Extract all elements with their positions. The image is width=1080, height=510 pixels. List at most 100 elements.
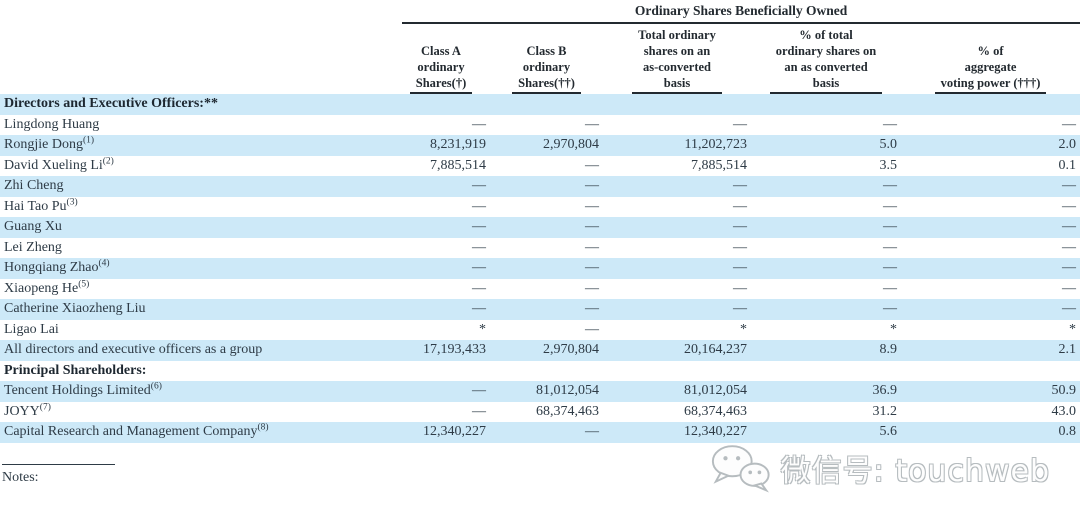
cell-value: * — [1069, 321, 1077, 337]
cell-value: — — [883, 178, 897, 193]
cell-value: — — [472, 219, 486, 234]
cell-value — [490, 361, 603, 382]
row-name: Zhi Cheng — [4, 178, 64, 193]
cell-value: — — [1062, 260, 1077, 275]
row-name: Ligao Lai — [4, 321, 59, 337]
footnote-superscript: (5) — [78, 278, 90, 289]
cell-value: * — [890, 321, 897, 337]
table-row: Capital Research and Management Company(… — [0, 422, 1080, 443]
row-name: Xiaopeng He(5) — [4, 278, 90, 296]
table-row: Guang Xu — — — — — — [0, 217, 1080, 238]
cell-value: — — [733, 280, 747, 296]
footnote-superscript: (4) — [98, 258, 110, 269]
table-row: Directors and Executive Officers:** — [0, 94, 1080, 115]
footnote-superscript: (2) — [102, 155, 114, 166]
cell-value: 2.1 — [1058, 342, 1077, 357]
row-name: Guang Xu — [4, 219, 62, 234]
cell-value: — — [1062, 301, 1077, 316]
cell-value — [603, 361, 751, 382]
span-header-title: Ordinary Shares Beneficially Owned — [402, 3, 1080, 24]
cell-value: — — [585, 116, 599, 132]
row-name: Catherine Xiaozheng Liu — [4, 301, 146, 316]
row-name: Principal Shareholders: — [4, 362, 147, 378]
cell-value: — — [585, 321, 599, 337]
table-row: Rongjie Dong(1) 8,231,919 2,970,804 11,202,… — [0, 135, 1080, 156]
cell-value: 11,202,723 — [684, 137, 747, 152]
table-row: All directors and executive officers as … — [0, 340, 1080, 361]
table-row: Hai Tao Pu(3) — — — — — — [0, 197, 1080, 218]
cell-value: 17,193,433 — [423, 342, 486, 357]
table-row: Ligao Lai * — * * * — [0, 320, 1080, 341]
column-header-row: Class A ordinary Shares(†) Class B ordin… — [0, 24, 1080, 94]
cell-value: — — [472, 178, 486, 193]
row-name: Lingdong Huang — [4, 116, 100, 132]
footnote-superscript: (8) — [257, 422, 269, 433]
cell-value: — — [472, 403, 486, 419]
column-header-label: % of total ordinary shares on an as conv… — [769, 27, 883, 94]
row-name: Tencent Holdings Limited(6) — [4, 381, 162, 398]
cell-value: — — [1062, 239, 1077, 255]
column-header-label: Class A ordinary Shares(†) — [409, 43, 473, 94]
notes-label: Notes: — [2, 470, 39, 485]
cell-value: — — [1062, 116, 1077, 132]
cell-value: 81,012,054 — [684, 383, 747, 398]
cell-value: — — [883, 239, 897, 255]
cell-value: 5.6 — [879, 424, 898, 439]
row-name: Rongjie Dong(1) — [4, 135, 95, 152]
cell-value — [490, 94, 603, 115]
cell-value: — — [733, 116, 747, 132]
cell-value: 20,164,237 — [684, 342, 747, 357]
cell-value: — — [733, 260, 747, 275]
cell-value: 81,012,054 — [536, 383, 599, 398]
footnote-superscript: (6) — [150, 381, 162, 392]
row-name: Lei Zheng — [4, 239, 62, 255]
empty-corner-cell — [0, 3, 392, 24]
column-header-label: Total ordinary shares on an as-converted… — [632, 27, 722, 94]
cell-value: — — [733, 239, 747, 255]
cell-value: — — [585, 198, 599, 214]
cell-value: — — [585, 178, 599, 193]
footnote-superscript: (7) — [39, 401, 51, 412]
table-body: Directors and Executive Officers:** Lingd… — [0, 94, 1080, 443]
cell-value: 43.0 — [1051, 403, 1077, 419]
cell-value: — — [883, 280, 897, 296]
table-row: Lei Zheng — — — — — — [0, 238, 1080, 259]
cell-value: 2.0 — [1058, 137, 1077, 152]
notes-divider — [2, 464, 115, 465]
cell-value: — — [472, 116, 486, 132]
table-row: Lingdong Huang — — — — — — [0, 115, 1080, 136]
cell-value: 7,885,514 — [691, 157, 747, 173]
column-header-voting-power: % of aggregate voting power (†††) — [901, 24, 1080, 94]
cell-value — [392, 94, 490, 115]
cell-value — [751, 361, 901, 382]
column-header-label: % of aggregate voting power (†††) — [934, 43, 1047, 94]
ownership-table: Ordinary Shares Beneficially Owned Class… — [0, 3, 1080, 443]
cell-value: 5.0 — [879, 137, 898, 152]
span-header-cell: Ordinary Shares Beneficially Owned — [392, 3, 1080, 24]
footnote-superscript: (1) — [82, 135, 95, 146]
cell-value: 36.9 — [872, 383, 898, 398]
cell-value: 0.8 — [1058, 424, 1077, 439]
cell-value: — — [585, 219, 599, 234]
cell-value: — — [883, 116, 897, 132]
footnote-superscript: (3) — [66, 196, 78, 207]
cell-value: — — [472, 260, 486, 275]
cell-value: 0.1 — [1058, 157, 1077, 173]
cell-value: — — [733, 219, 747, 234]
column-header-percent-total: % of total ordinary shares on an as conv… — [751, 24, 901, 94]
row-name: Capital Research and Management Company(… — [4, 422, 269, 439]
cell-value: — — [733, 301, 747, 316]
table-row: JOYY(7) — 68,374,463 68,374,463 31.2 43.0 — [0, 402, 1080, 423]
cell-value: — — [883, 198, 897, 214]
table-row: Tencent Holdings Limited(6) — 81,012,054 81… — [0, 381, 1080, 402]
table-row: Xiaopeng He(5) — — — — — — [0, 279, 1080, 300]
row-name: Hai Tao Pu(3) — [4, 196, 78, 214]
cell-value: 8,231,919 — [430, 137, 486, 152]
cell-value: 2,970,804 — [543, 342, 599, 357]
cell-value: 7,885,514 — [430, 157, 486, 173]
cell-value — [901, 361, 1080, 382]
column-header-label: Class B ordinary Shares(††) — [512, 43, 581, 94]
cell-value: — — [883, 260, 897, 275]
cell-value: 31.2 — [872, 403, 898, 419]
